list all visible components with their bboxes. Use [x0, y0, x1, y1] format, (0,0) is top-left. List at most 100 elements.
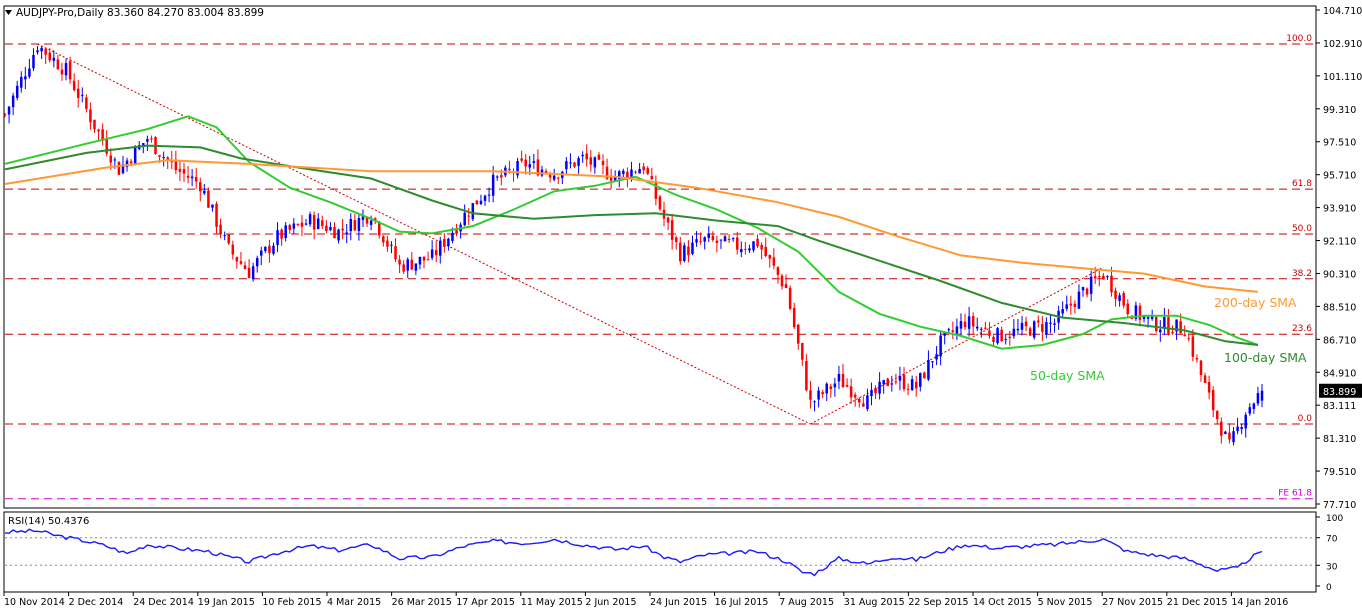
candle-body [439, 240, 442, 256]
candle-body [784, 284, 788, 289]
candle-body [914, 381, 918, 389]
candle-body [894, 381, 898, 383]
candle-body [573, 162, 576, 167]
candle-body [1179, 321, 1182, 334]
candle-body [304, 223, 308, 225]
candle-body [943, 331, 946, 336]
candle-body [548, 174, 552, 178]
candle-body [56, 59, 60, 70]
candle-body [650, 176, 654, 180]
x-tick-label: 2 Dec 2014 [69, 597, 124, 608]
candle-body [1187, 338, 1191, 340]
candle-body [414, 263, 418, 271]
candle-body [837, 373, 841, 382]
candle-body [939, 335, 942, 357]
candle-body [93, 119, 96, 130]
fib-label: 23.6 [1292, 324, 1312, 334]
swing-line [810, 266, 1104, 425]
candle-body [674, 237, 678, 242]
candle-body [1037, 320, 1040, 323]
candle-body [634, 171, 637, 173]
candle-body [243, 265, 247, 269]
candle-body [622, 170, 625, 175]
candle-body [1150, 315, 1154, 319]
candle-body [72, 80, 76, 91]
candle-body [28, 68, 31, 77]
y-tick-label: 79.510 [1323, 467, 1356, 478]
candle-body [731, 238, 735, 240]
candle-body [495, 176, 499, 178]
candle-body [211, 204, 214, 208]
candle-body [618, 171, 621, 180]
candle-body [463, 212, 466, 226]
candle-body [748, 248, 751, 251]
candle-body [581, 154, 584, 157]
candle-body [520, 158, 523, 161]
candle-body [20, 76, 23, 88]
candle-body [85, 97, 88, 109]
candle-body [902, 374, 906, 390]
candle-body [1232, 431, 1235, 443]
y-tick-label: 102.910 [1323, 39, 1362, 50]
symbol-header: AUDJPY-Pro,Daily 83.360 84.270 83.004 83… [16, 7, 264, 19]
candle-body [626, 171, 629, 179]
candle-body [963, 321, 967, 328]
candle-body [752, 241, 755, 251]
candle-body [44, 48, 47, 55]
candle-body [630, 169, 633, 179]
candle-body [947, 329, 951, 331]
candle-body [247, 267, 251, 278]
x-tick-label: 24 Dec 2014 [133, 597, 194, 608]
candle-body [251, 266, 255, 280]
candle-body [723, 236, 727, 242]
candle-body [109, 155, 113, 163]
candle-body [40, 47, 43, 52]
candle-body [1028, 328, 1032, 336]
candle-body [841, 373, 845, 388]
candle-body [1142, 316, 1146, 320]
candle-body [910, 379, 914, 391]
candle-body [1085, 288, 1089, 295]
candle-body [1228, 432, 1231, 440]
candle-body [536, 159, 540, 176]
candle-body [597, 154, 601, 160]
candle-body [300, 222, 304, 227]
candle-body [1159, 329, 1162, 333]
candle-body [64, 63, 68, 76]
candle-body [1093, 276, 1097, 279]
y-tick-label: 77.710 [1323, 500, 1356, 511]
candle-body [491, 174, 495, 196]
candle-body [882, 380, 885, 385]
sma-label: 50-day SMA [1030, 368, 1105, 383]
candle-body [312, 215, 316, 230]
candle-body [670, 220, 674, 240]
menu-triangle-icon[interactable] [5, 10, 12, 15]
current-price-label: 83.899 [1323, 387, 1356, 398]
candle-body [760, 245, 763, 250]
candle-body [556, 177, 560, 179]
candle-body [552, 175, 556, 180]
candle-body [121, 164, 125, 174]
candle-body [162, 157, 165, 159]
sma-label: 100-day SMA [1224, 350, 1307, 365]
candle-body [528, 164, 532, 168]
x-tick-label: 10 Nov 2014 [4, 597, 65, 608]
candle-body [1004, 339, 1007, 341]
x-tick-label: 31 Aug 2015 [844, 597, 905, 608]
x-tick-label: 21 Dec 2015 [1167, 597, 1228, 608]
sma-label: 200-day SMA [1214, 295, 1297, 310]
candle-body [178, 168, 182, 172]
candle-body [1126, 303, 1130, 315]
candle-body [1049, 322, 1052, 324]
candle-body [1098, 276, 1101, 278]
candle-body [1089, 276, 1093, 294]
y-tick-label: 93.910 [1323, 204, 1356, 215]
candle-body [500, 175, 503, 178]
candle-body [906, 388, 910, 390]
candle-body [194, 176, 198, 182]
rsi-tick-label: 30 [1326, 562, 1338, 572]
candle-body [1061, 309, 1064, 314]
candle-body [382, 236, 385, 243]
